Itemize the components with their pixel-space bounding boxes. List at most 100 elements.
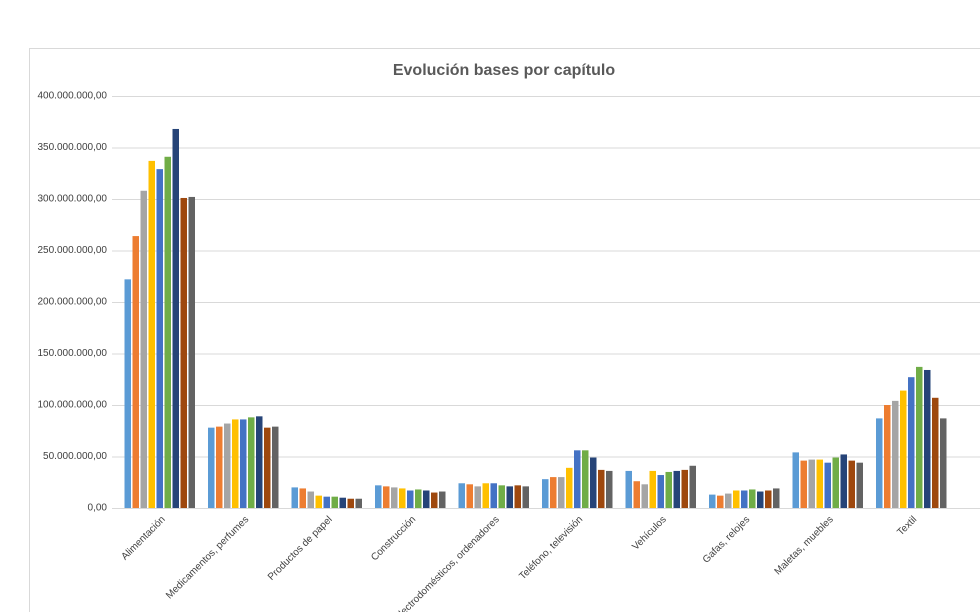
bar [466, 484, 473, 508]
bar [482, 483, 489, 508]
bar [832, 457, 839, 508]
y-tick-label: 0,00 [88, 503, 108, 514]
bar [824, 462, 831, 508]
bar [916, 366, 923, 508]
bar [264, 427, 271, 508]
bar [792, 452, 799, 508]
bar [224, 423, 231, 508]
bar [542, 479, 549, 508]
y-tick-label: 300.000.000,00 [37, 194, 107, 205]
bar [590, 457, 597, 508]
bar [514, 485, 521, 508]
bar [375, 485, 382, 508]
bar [757, 491, 764, 508]
bar [840, 454, 847, 508]
chart-frame [29, 48, 980, 612]
bar [256, 416, 263, 508]
bar [749, 489, 756, 508]
bar [156, 169, 163, 508]
bar [598, 469, 605, 508]
bar [924, 369, 931, 508]
bar [876, 418, 883, 508]
y-tick-label: 250.000.000,00 [37, 245, 107, 256]
bar [124, 279, 131, 508]
bar [808, 459, 815, 508]
bar [291, 487, 298, 508]
bar [816, 459, 823, 508]
bar [657, 475, 664, 508]
bar [415, 489, 422, 508]
bar [574, 450, 581, 508]
bar [132, 236, 139, 508]
bar [498, 485, 505, 508]
bar [741, 490, 748, 508]
bar [633, 481, 640, 508]
bar [932, 397, 939, 508]
bar [383, 486, 390, 508]
bar [315, 495, 322, 508]
bar [232, 419, 239, 508]
bar [884, 405, 891, 508]
bar [709, 494, 716, 508]
bar [339, 497, 346, 508]
bar [550, 477, 557, 508]
bar [566, 467, 573, 508]
bar [148, 160, 155, 508]
bar [673, 470, 680, 508]
bar [164, 156, 171, 508]
bar [558, 477, 565, 508]
bar [725, 493, 732, 508]
bar [773, 488, 780, 508]
y-tick-label: 400.000.000,00 [37, 91, 107, 102]
bar [490, 483, 497, 508]
bar [848, 460, 855, 508]
bar [172, 128, 179, 508]
bar [407, 490, 414, 508]
bar [431, 492, 438, 508]
bar [940, 418, 947, 508]
bar [681, 469, 688, 508]
bar [423, 490, 430, 508]
y-tick-label: 150.000.000,00 [37, 348, 107, 359]
bar [641, 484, 648, 508]
bar [908, 377, 915, 508]
bar [733, 490, 740, 508]
bar [439, 491, 446, 508]
bar [323, 496, 330, 508]
bar [689, 465, 696, 508]
bar [331, 496, 338, 508]
bar [765, 490, 772, 508]
bar [506, 486, 513, 508]
bar [900, 390, 907, 508]
bar [307, 491, 314, 508]
bar [522, 486, 529, 508]
bar [649, 470, 656, 508]
bar [299, 488, 306, 508]
y-tick-label: 200.000.000,00 [37, 297, 107, 308]
bar [140, 190, 147, 508]
bar [180, 197, 187, 508]
y-tick-label: 100.000.000,00 [37, 400, 107, 411]
bar [665, 471, 672, 508]
bar [458, 483, 465, 508]
bar [399, 488, 406, 508]
bar [355, 498, 362, 508]
bar [717, 495, 724, 508]
bar [272, 426, 279, 508]
bar [347, 498, 354, 508]
bar [625, 470, 632, 508]
bar [474, 486, 481, 508]
bar [188, 196, 195, 508]
bar [208, 427, 215, 508]
bar [892, 400, 899, 508]
bar [606, 470, 613, 508]
bar [582, 450, 589, 508]
bar [856, 462, 863, 508]
bar [216, 426, 223, 508]
bar [391, 487, 398, 508]
chart-title: Evolución bases por capítulo [393, 62, 615, 79]
y-tick-label: 50.000.000,00 [43, 451, 107, 462]
bar [248, 417, 255, 508]
